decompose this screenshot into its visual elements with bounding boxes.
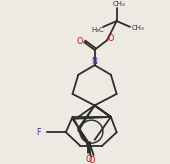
Text: O: O — [86, 155, 92, 164]
Text: O: O — [89, 156, 95, 164]
Text: H₃C: H₃C — [91, 27, 104, 33]
Text: CH₃: CH₃ — [112, 1, 125, 7]
Text: CH₃: CH₃ — [131, 25, 144, 31]
Text: N: N — [92, 57, 98, 66]
Text: F: F — [37, 128, 41, 137]
Text: O: O — [76, 37, 82, 46]
Text: O: O — [108, 34, 114, 43]
